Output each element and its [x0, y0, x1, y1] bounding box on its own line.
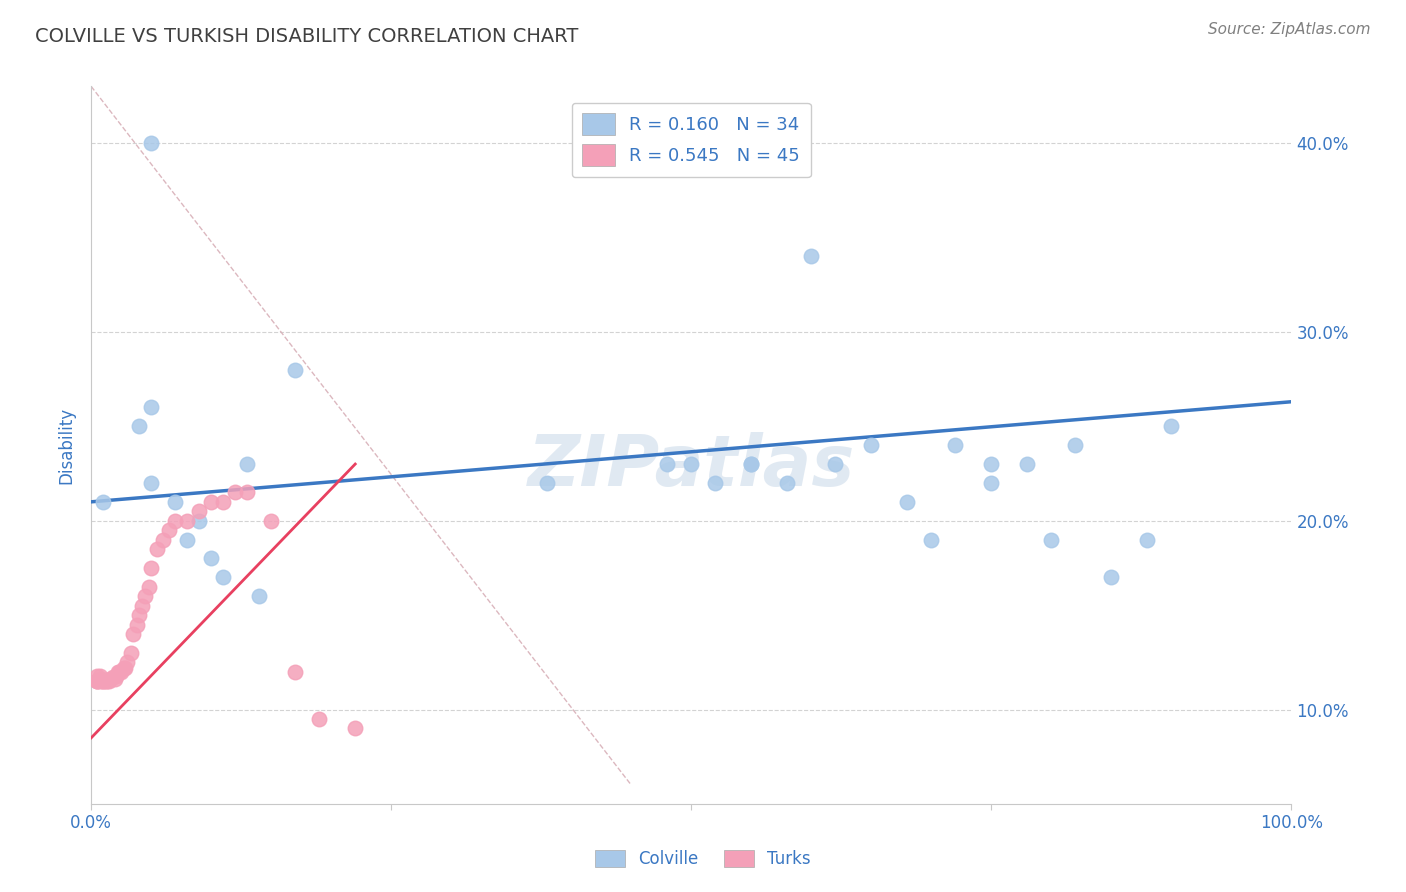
- Point: [131, 599, 153, 613]
- Point: [120, 646, 142, 660]
- Point: [980, 457, 1002, 471]
- Point: [93, 674, 115, 689]
- Point: [146, 542, 169, 557]
- Legend: R = 0.160   N = 34, R = 0.545   N = 45: R = 0.160 N = 34, R = 0.545 N = 45: [572, 103, 811, 178]
- Text: COLVILLE VS TURKISH DISABILITY CORRELATION CHART: COLVILLE VS TURKISH DISABILITY CORRELATI…: [35, 27, 578, 45]
- Point: [860, 438, 883, 452]
- Point: [824, 457, 846, 471]
- Point: [165, 514, 187, 528]
- Point: [1064, 438, 1087, 452]
- Point: [980, 475, 1002, 490]
- Point: [247, 589, 270, 603]
- Point: [114, 661, 136, 675]
- Point: [91, 674, 114, 689]
- Point: [104, 673, 127, 687]
- Point: [86, 668, 108, 682]
- Point: [98, 673, 121, 687]
- Point: [284, 362, 307, 376]
- Point: [112, 661, 135, 675]
- Point: [920, 533, 942, 547]
- Point: [740, 457, 762, 471]
- Point: [152, 533, 174, 547]
- Point: [141, 401, 163, 415]
- Point: [800, 249, 823, 263]
- Point: [776, 475, 799, 490]
- Point: [141, 561, 163, 575]
- Point: [176, 533, 198, 547]
- Point: [176, 514, 198, 528]
- Legend: Colville, Turks: Colville, Turks: [589, 843, 817, 875]
- Point: [1099, 570, 1122, 584]
- Point: [115, 656, 138, 670]
- Point: [943, 438, 966, 452]
- Point: [188, 514, 211, 528]
- Point: [128, 419, 150, 434]
- Point: [94, 674, 117, 689]
- Point: [1136, 533, 1159, 547]
- Point: [157, 523, 180, 537]
- Point: [236, 485, 259, 500]
- Point: [107, 665, 129, 679]
- Point: [704, 475, 727, 490]
- Y-axis label: Disability: Disability: [58, 407, 75, 483]
- Point: [284, 665, 307, 679]
- Point: [896, 495, 918, 509]
- Point: [224, 485, 246, 500]
- Point: [308, 712, 330, 726]
- Point: [681, 457, 703, 471]
- Point: [1017, 457, 1039, 471]
- Point: [138, 580, 160, 594]
- Point: [125, 617, 148, 632]
- Point: [101, 670, 124, 684]
- Point: [657, 457, 679, 471]
- Point: [134, 589, 156, 603]
- Point: [1040, 533, 1063, 547]
- Point: [212, 495, 235, 509]
- Point: [89, 674, 111, 689]
- Point: [1160, 419, 1182, 434]
- Point: [91, 495, 114, 509]
- Point: [110, 665, 132, 679]
- Point: [165, 495, 187, 509]
- Point: [128, 608, 150, 623]
- Point: [89, 668, 111, 682]
- Point: [86, 674, 108, 689]
- Point: [86, 674, 108, 689]
- Point: [188, 504, 211, 518]
- Text: Source: ZipAtlas.com: Source: ZipAtlas.com: [1208, 22, 1371, 37]
- Point: [141, 136, 163, 150]
- Point: [536, 475, 558, 490]
- Point: [105, 668, 128, 682]
- Point: [200, 495, 222, 509]
- Point: [107, 665, 129, 679]
- Text: ZIPatlas: ZIPatlas: [527, 433, 855, 501]
- Point: [98, 674, 121, 689]
- Point: [200, 551, 222, 566]
- Point: [344, 722, 367, 736]
- Point: [236, 457, 259, 471]
- Point: [141, 475, 163, 490]
- Point: [96, 674, 118, 689]
- Point: [740, 457, 762, 471]
- Point: [86, 674, 108, 689]
- Point: [90, 673, 112, 687]
- Point: [122, 627, 145, 641]
- Point: [91, 674, 114, 689]
- Point: [260, 514, 283, 528]
- Point: [212, 570, 235, 584]
